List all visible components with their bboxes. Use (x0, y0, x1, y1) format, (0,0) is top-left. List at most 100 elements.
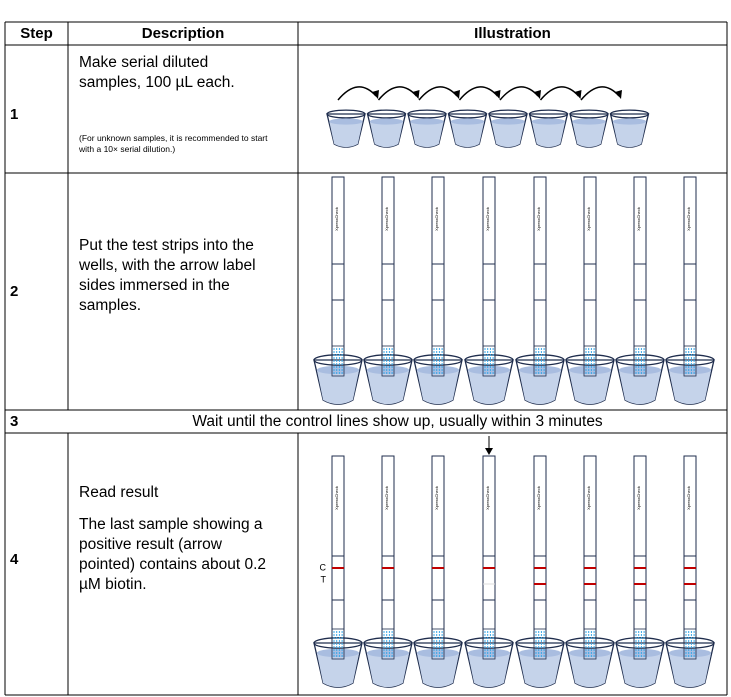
liquid-surface (316, 648, 360, 658)
arrow-head (372, 90, 379, 99)
cup-rim (313, 637, 363, 649)
cup-rim (665, 354, 715, 366)
cup-rim (488, 109, 528, 119)
liquid-surface (568, 648, 612, 658)
cup-rim (447, 109, 488, 119)
step-note: (For unknown samples, it is recommended … (79, 133, 268, 154)
strip-label: XpressCheck (334, 486, 339, 510)
strip-label: XpressCheck (686, 207, 691, 231)
liquid-surface (416, 648, 460, 658)
liquid (467, 370, 511, 405)
strip-label: XpressCheck (636, 207, 641, 231)
liquid (531, 121, 566, 148)
transfer-arrow (418, 86, 458, 101)
cup-rim (363, 354, 413, 366)
transfer-arrow (499, 86, 539, 101)
strip-bottom (583, 345, 597, 377)
liquid-surface (416, 365, 460, 375)
cup-rim (609, 109, 650, 119)
strip-bottom (482, 628, 496, 660)
step-description: Read result (79, 484, 159, 501)
cup-rim (326, 109, 366, 119)
cup-rim (313, 354, 363, 366)
step-number: 1 (10, 106, 19, 123)
strip-bottom (633, 345, 647, 377)
cup-rim (515, 354, 565, 366)
liquid (668, 370, 712, 405)
strip-bottom (583, 628, 597, 660)
strip-label: XpressCheck (586, 207, 591, 231)
liquid (316, 370, 360, 405)
liquid (568, 653, 612, 688)
liquid (416, 653, 460, 688)
strip-label: XpressCheck (384, 207, 389, 231)
strip-bottom (431, 345, 445, 377)
liquid (518, 653, 562, 688)
liquid-surface (668, 365, 712, 375)
cup-rim (363, 637, 413, 649)
strip-bottom (381, 345, 395, 377)
cup-rim (528, 109, 569, 119)
strip-bottom (683, 345, 697, 377)
transfer-arrow (377, 86, 418, 101)
strip-bottom (533, 628, 547, 660)
liquid (366, 653, 410, 688)
liquid-surface (668, 648, 712, 658)
strip-label: XpressCheck (434, 486, 439, 510)
transfer-arrow (337, 86, 377, 101)
cup-rim (515, 637, 565, 649)
step-description: The last sample showing a positive resul… (79, 516, 266, 593)
header-description: Description (141, 25, 225, 42)
liquid-surface (572, 118, 606, 125)
strip-bottom (482, 345, 496, 377)
cup-rim (665, 637, 715, 649)
liquid (316, 653, 360, 688)
liquid-surface (366, 365, 410, 375)
cup-rim (413, 354, 463, 366)
arrow-head (534, 90, 541, 99)
strip-bottom (331, 345, 345, 377)
arrow-head (453, 90, 460, 99)
strip-label: XpressCheck (636, 486, 641, 510)
liquid-surface (450, 118, 485, 125)
liquid-surface (518, 365, 562, 375)
liquid (568, 370, 612, 405)
liquid (416, 370, 460, 405)
step-number: 3 (10, 413, 19, 430)
liquid (450, 121, 485, 148)
transfer-arrow (458, 86, 499, 101)
strip-label: XpressCheck (384, 486, 389, 510)
liquid-surface (329, 118, 363, 125)
strip-bottom (431, 628, 445, 660)
liquid-surface (369, 118, 404, 125)
cup-rim (615, 637, 665, 649)
cup-rim (565, 354, 615, 366)
liquid-surface (410, 118, 444, 125)
cup-rim (565, 637, 615, 649)
line-label: T (321, 574, 327, 584)
liquid-surface (366, 648, 410, 658)
strip-label: XpressCheck (434, 207, 439, 231)
cup-rim (464, 354, 514, 366)
arrow-head (615, 90, 622, 99)
strip-label: XpressCheck (536, 207, 541, 231)
liquid (491, 121, 525, 148)
liquid (467, 653, 511, 688)
step-number: 2 (10, 283, 19, 300)
strip-label: XpressCheck (485, 207, 490, 231)
step-number: 4 (10, 551, 19, 568)
arrow-head (493, 90, 501, 99)
liquid (410, 121, 444, 148)
strip-label: XpressCheck (586, 486, 591, 510)
arrow-head (412, 90, 420, 99)
cup-rim (615, 354, 665, 366)
liquid-surface (618, 365, 662, 375)
cup-rim (464, 637, 514, 649)
strip-bottom (633, 628, 647, 660)
liquid (618, 653, 662, 688)
transfer-arrow (539, 86, 580, 101)
liquid (518, 370, 562, 405)
liquid-surface (612, 118, 647, 125)
table-grid (4, 21, 728, 696)
